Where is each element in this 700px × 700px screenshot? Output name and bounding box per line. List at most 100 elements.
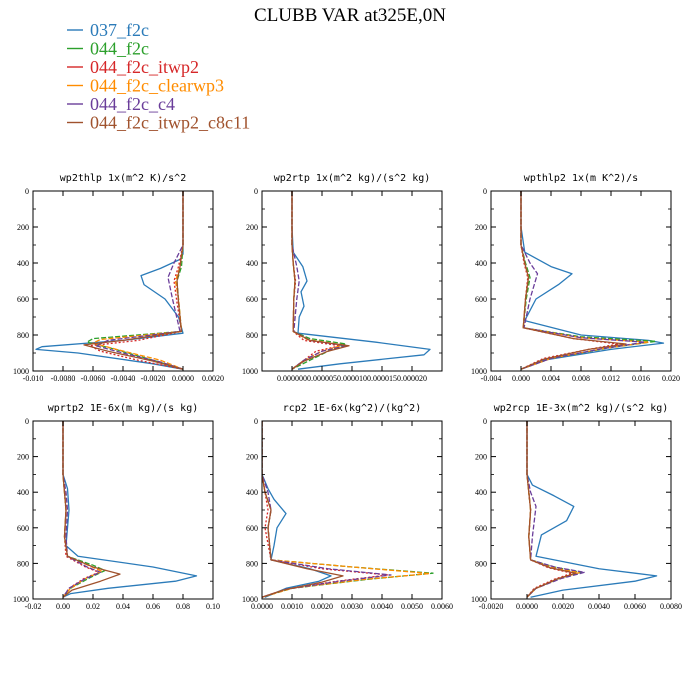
legend-label: 044_f2c_itwp2_c8c11 xyxy=(90,113,250,133)
series-line xyxy=(262,421,389,598)
panel-title: wp2rcp 1E-3x(m^2 kg)/(s^2 kg) xyxy=(494,403,669,414)
series-line xyxy=(62,421,121,598)
y-tick-label: 600 xyxy=(17,295,29,304)
x-tick-label: -0.0080 xyxy=(51,374,76,383)
y-tick-label: 200 xyxy=(475,453,487,462)
legend-entry: 044_f2c_itwp2 xyxy=(67,57,199,77)
series-line xyxy=(520,191,627,370)
y-tick-label: 200 xyxy=(17,223,29,232)
series-line xyxy=(526,421,577,598)
x-tick-label: -0.0060 xyxy=(81,374,106,383)
plot-frame xyxy=(261,190,443,372)
x-tick-label: 0.0050 xyxy=(401,602,423,611)
y-tick-label: 200 xyxy=(475,223,487,232)
x-tick-label: 0.000000 xyxy=(277,374,307,383)
y-tick-label: 1000 xyxy=(242,367,258,376)
x-tick-label: 0.0040 xyxy=(588,602,610,611)
y-tick-label: 1000 xyxy=(471,595,487,604)
series-group xyxy=(35,191,184,370)
panels: wp2thlp 1x(m^2 K)/s^202004006008001000-0… xyxy=(13,173,682,611)
series-line xyxy=(520,191,650,370)
chart-panel: wp2rcp 1E-3x(m^2 kg)/(s^2 kg) 0 200 400 600 8… xyxy=(471,403,682,611)
y-tick-label: 600 xyxy=(475,295,487,304)
x-tick-label: 0.0060 xyxy=(624,602,646,611)
x-tick-label: 0.000010 xyxy=(337,374,367,383)
y-tick-label: 600 xyxy=(246,524,258,533)
x-tick-label: 0.0000 xyxy=(251,602,273,611)
y-tick-label: 200 xyxy=(17,453,29,462)
y-tick-label: 400 xyxy=(475,488,487,497)
x-tick-label: 0.0010 xyxy=(281,602,303,611)
x-tick-label: 0.00 xyxy=(56,602,70,611)
panel-title: wpthlp2 1x(m K^2)/s xyxy=(524,173,638,184)
panel-title: wp2rtp 1x(m^2 kg)/(s^2 kg) xyxy=(274,173,431,184)
x-tick-label: -0.0040 xyxy=(111,374,136,383)
x-tick-label: 0.012 xyxy=(602,374,620,383)
plot-frame xyxy=(32,190,214,372)
x-tick-label: 0.000005 xyxy=(307,374,337,383)
legend-label: 044_f2c_itwp2 xyxy=(90,57,199,77)
series-line xyxy=(526,421,658,598)
series-line xyxy=(262,421,344,598)
series-line xyxy=(62,421,198,598)
legend-label: 044_f2c_clearwp3 xyxy=(90,76,224,96)
legend-entry: 044_f2c_c4 xyxy=(67,94,175,114)
series-line xyxy=(291,191,431,370)
x-tick-label: 0.04 xyxy=(116,602,130,611)
y-tick-label: 1000 xyxy=(13,367,29,376)
legend-label: 037_f2c xyxy=(90,20,149,40)
panel-title: rcp2 1E-6x(kg^2)/(kg^2) xyxy=(283,403,421,414)
panel-title: wp2thlp 1x(m^2 K)/s^2 xyxy=(60,173,186,184)
plot-frame xyxy=(490,190,672,372)
y-tick-label: 1000 xyxy=(13,595,29,604)
y-tick-label: 400 xyxy=(17,488,29,497)
x-tick-label: -0.0020 xyxy=(141,374,166,383)
y-tick-label: 0 xyxy=(254,187,258,196)
y-tick-label: 0 xyxy=(483,417,487,426)
y-tick-label: 400 xyxy=(475,259,487,268)
y-tick-label: 600 xyxy=(17,524,29,533)
x-tick-label: 0.0020 xyxy=(552,602,574,611)
y-tick-label: 0 xyxy=(25,187,29,196)
series-line xyxy=(291,191,350,370)
x-tick-label: 0.0040 xyxy=(371,602,393,611)
series-line xyxy=(520,191,657,370)
x-tick-label: 0.0000 xyxy=(516,602,538,611)
y-tick-label: 200 xyxy=(246,453,258,462)
series-group xyxy=(62,421,198,598)
y-tick-label: 800 xyxy=(475,559,487,568)
x-tick-label: 0.0030 xyxy=(341,602,363,611)
x-tick-label: 0.0080 xyxy=(660,602,682,611)
legend-label: 044_f2c_c4 xyxy=(90,94,175,114)
series-group xyxy=(262,421,434,598)
y-tick-label: 0 xyxy=(483,187,487,196)
y-tick-label: 1000 xyxy=(471,367,487,376)
chart-panel: wp2thlp 1x(m^2 K)/s^202004006008001000-0… xyxy=(13,173,224,383)
x-tick-label: -0.0020 xyxy=(479,602,504,611)
y-tick-label: 1000 xyxy=(242,595,258,604)
x-tick-label: 0.020 xyxy=(662,374,680,383)
figure-title: CLUBB VAR at325E,0N xyxy=(254,5,446,26)
x-tick-label: 0.008 xyxy=(572,374,590,383)
x-tick-label: 0.000015 xyxy=(367,374,397,383)
x-tick-label: 0.02 xyxy=(86,602,100,611)
series-line xyxy=(89,191,184,370)
x-tick-label: -0.02 xyxy=(25,602,42,611)
x-tick-label: 0.004 xyxy=(542,374,560,383)
series-line xyxy=(262,421,332,598)
y-tick-label: 800 xyxy=(17,331,29,340)
x-tick-label: 0.000 xyxy=(512,374,530,383)
legend: 037_f2c044_f2c044_f2c_itwp2044_f2c_clear… xyxy=(67,20,250,133)
legend-entry: 037_f2c xyxy=(67,20,149,40)
panel-title: wprtp2 1E-6x(m kg)/(s kg) xyxy=(48,403,199,414)
plot-frame xyxy=(32,420,214,600)
series-line xyxy=(520,191,646,370)
plot-frame xyxy=(261,420,443,600)
legend-entry: 044_f2c_itwp2_c8c11 xyxy=(67,113,250,133)
y-tick-label: 600 xyxy=(246,295,258,304)
x-tick-label: -0.010 xyxy=(23,374,44,383)
y-tick-label: 800 xyxy=(475,331,487,340)
x-tick-label: 0.08 xyxy=(176,602,190,611)
y-tick-label: 200 xyxy=(246,223,258,232)
